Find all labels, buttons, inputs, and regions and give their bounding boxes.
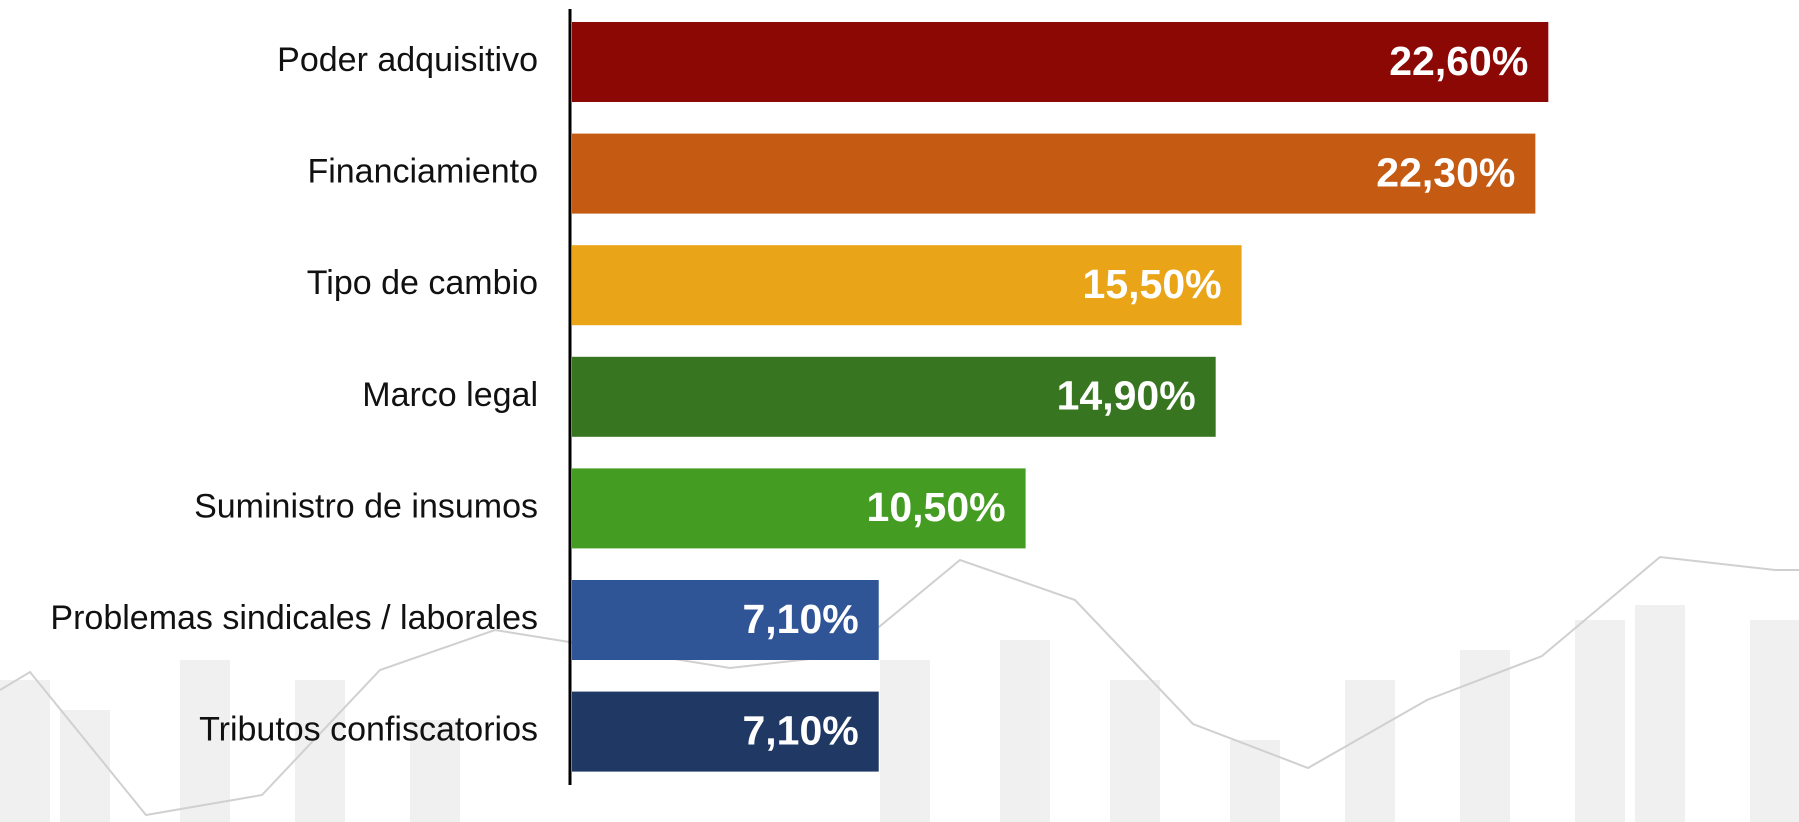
background-decoration — [0, 555, 1799, 822]
category-label: Problemas sindicales / laborales — [50, 599, 538, 637]
bar — [572, 580, 879, 660]
value-label: 15,50% — [1083, 261, 1222, 307]
category-label: Financiamiento — [307, 153, 538, 191]
bar — [572, 691, 879, 772]
category-label: Tipo de cambio — [307, 264, 538, 302]
value-label: 14,90% — [1057, 373, 1196, 419]
category-label: Poder adquisitivo — [277, 41, 538, 79]
bar — [572, 245, 1242, 326]
value-label: 7,10% — [742, 707, 858, 753]
value-label: 22,30% — [1376, 149, 1515, 195]
value-label: 7,10% — [742, 596, 858, 642]
value-label: 22,60% — [1389, 38, 1528, 84]
category-label: Marco legal — [362, 376, 538, 414]
value-label: 10,50% — [867, 484, 1006, 530]
bar — [572, 133, 1536, 214]
category-label: Suministro de insumos — [194, 487, 538, 525]
bar — [572, 468, 1026, 549]
category-label: Tributos confiscatorios — [199, 711, 538, 749]
bar — [572, 356, 1216, 437]
bar — [572, 22, 1549, 102]
